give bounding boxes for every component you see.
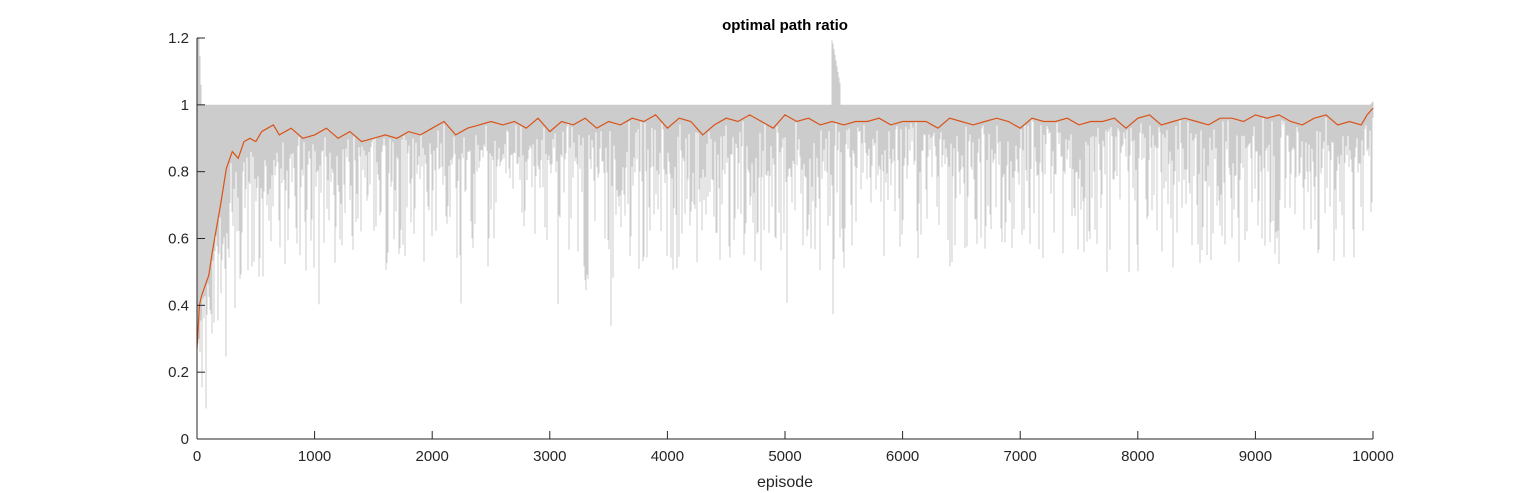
moving-average-line xyxy=(196,107,1374,349)
axes xyxy=(196,38,1373,440)
x-tick-label: 8000 xyxy=(1121,448,1154,465)
x-tick-label: 2000 xyxy=(416,448,449,465)
x-ticks: 0 1000 2000 3000 4000 5000 6000 7000 8000 9000 100… xyxy=(193,431,1394,465)
x-axis-label: episode xyxy=(757,474,813,491)
x-tick-label: 4000 xyxy=(651,448,684,465)
y-tick-label: 1 xyxy=(181,97,189,114)
x-tick-label: 9000 xyxy=(1239,448,1272,465)
x-tick-label: 6000 xyxy=(886,448,919,465)
x-tick-label: 1000 xyxy=(298,448,331,465)
y-tick-label: 0.2 xyxy=(168,364,189,381)
x-tick-label: 0 xyxy=(193,448,201,465)
x-tick-label: 10000 xyxy=(1352,448,1394,465)
y-tick-label: 0.6 xyxy=(168,231,189,248)
y-tick-label: 0 xyxy=(181,431,189,448)
x-tick-label: 3000 xyxy=(533,448,566,465)
raw-series-line xyxy=(196,38,1374,409)
x-tick-label: 7000 xyxy=(1004,448,1037,465)
chart-title: optimal path ratio xyxy=(722,17,848,34)
y-ticks: 0 0.2 0.4 0.6 0.8 1 1.2 xyxy=(168,30,205,448)
y-tick-label: 0.4 xyxy=(168,297,189,314)
raw-series xyxy=(196,38,1374,409)
y-tick-label: 0.8 xyxy=(168,164,189,181)
moving-average-series xyxy=(196,107,1374,349)
y-tick-label: 1.2 xyxy=(168,30,189,47)
x-tick-label: 5000 xyxy=(768,448,801,465)
